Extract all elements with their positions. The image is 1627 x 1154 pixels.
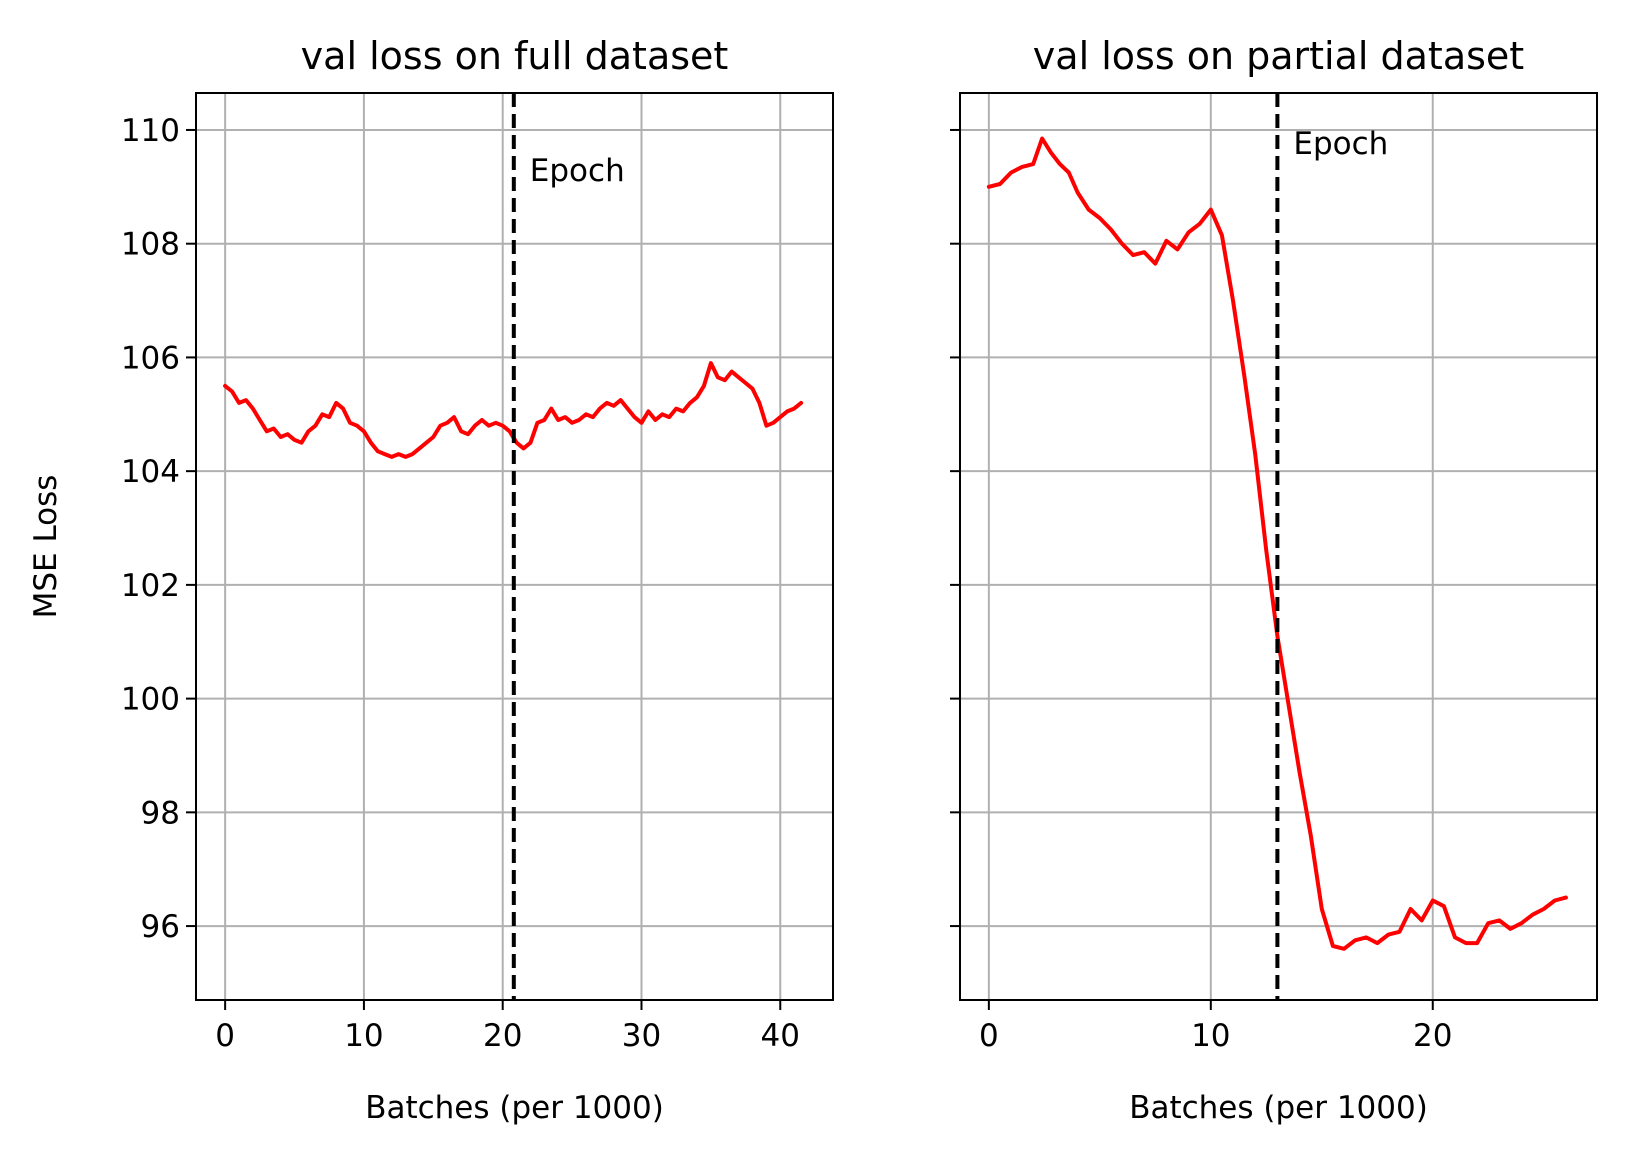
y-tick-label: 104 — [121, 454, 180, 490]
y-tick-label: 96 — [141, 909, 180, 945]
y-tick-label: 108 — [121, 227, 180, 263]
panel-partial-dataset: 0 10 20 Epoch val loss on partial dataset … — [950, 34, 1598, 1126]
x-tick-label: 0 — [979, 1018, 999, 1054]
x-ticks: 0 10 20 30 40 — [215, 1000, 800, 1054]
x-axis-label: Batches (per 1000) — [1129, 1090, 1428, 1126]
y-tick-label: 110 — [121, 113, 180, 149]
chart-title: val loss on partial dataset — [1033, 34, 1524, 78]
y-tick-label: 106 — [121, 340, 180, 376]
epoch-annotation: Epoch — [1293, 126, 1388, 162]
y-tick-label: 102 — [121, 568, 180, 604]
x-tick-label: 0 — [215, 1018, 235, 1054]
x-axis-label: Batches (per 1000) — [365, 1090, 664, 1126]
y-tick-label: 98 — [141, 795, 180, 831]
x-tick-label: 10 — [344, 1018, 383, 1054]
plot-frame — [959, 92, 1598, 1001]
x-tick-label: 10 — [1191, 1018, 1230, 1054]
x-tick-label: 20 — [483, 1018, 522, 1054]
plot-frame — [195, 92, 834, 1001]
x-ticks: 0 10 20 — [979, 1000, 1452, 1054]
y-tick-label: 100 — [121, 682, 180, 718]
x-tick-label: 20 — [1413, 1018, 1452, 1054]
y-axis-label: MSE Loss — [28, 475, 64, 619]
chart-title: val loss on full dataset — [301, 34, 729, 78]
series-line — [986, 136, 1568, 951]
panel-full-dataset: 96 98 100 102 104 106 108 110 0 10 20 30 40 Epoch v… — [28, 34, 834, 1126]
x-tick-label: 40 — [761, 1018, 800, 1054]
epoch-annotation: Epoch — [530, 153, 625, 189]
y-ticks: 96 98 100 102 104 106 108 110 — [121, 113, 196, 945]
x-tick-label: 30 — [622, 1018, 661, 1054]
y-ticks — [950, 128, 960, 928]
